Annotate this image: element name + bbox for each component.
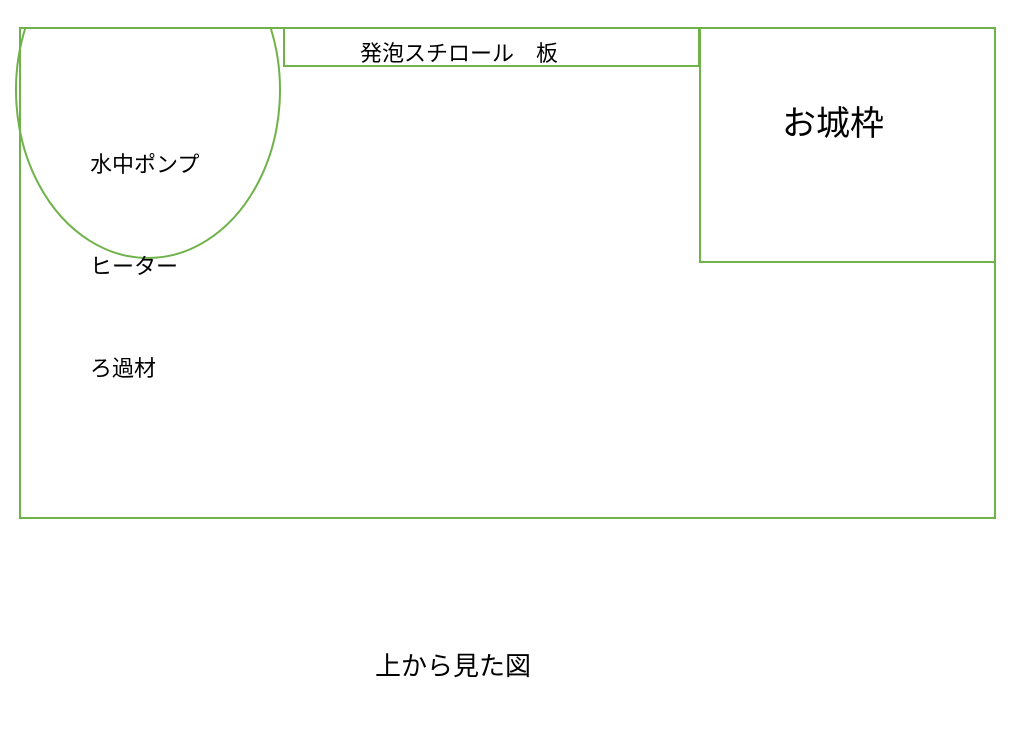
pump-line-3: ろ過材 bbox=[90, 352, 199, 386]
castle-frame-label: お城枠 bbox=[782, 96, 884, 145]
styrofoam-label: 発泡スチロール 板 bbox=[360, 36, 558, 68]
pump-line-2: ヒーター bbox=[90, 250, 199, 284]
diagram-stage: 発泡スチロール 板 水中ポンプ ヒーター ろ過材 お城枠 上から見た図 bbox=[0, 0, 1024, 753]
diagram-caption: 上から見た図 bbox=[375, 646, 531, 683]
pump-equipment-labels: 水中ポンプ ヒーター ろ過材 bbox=[90, 80, 199, 454]
pump-line-1: 水中ポンプ bbox=[90, 148, 199, 182]
